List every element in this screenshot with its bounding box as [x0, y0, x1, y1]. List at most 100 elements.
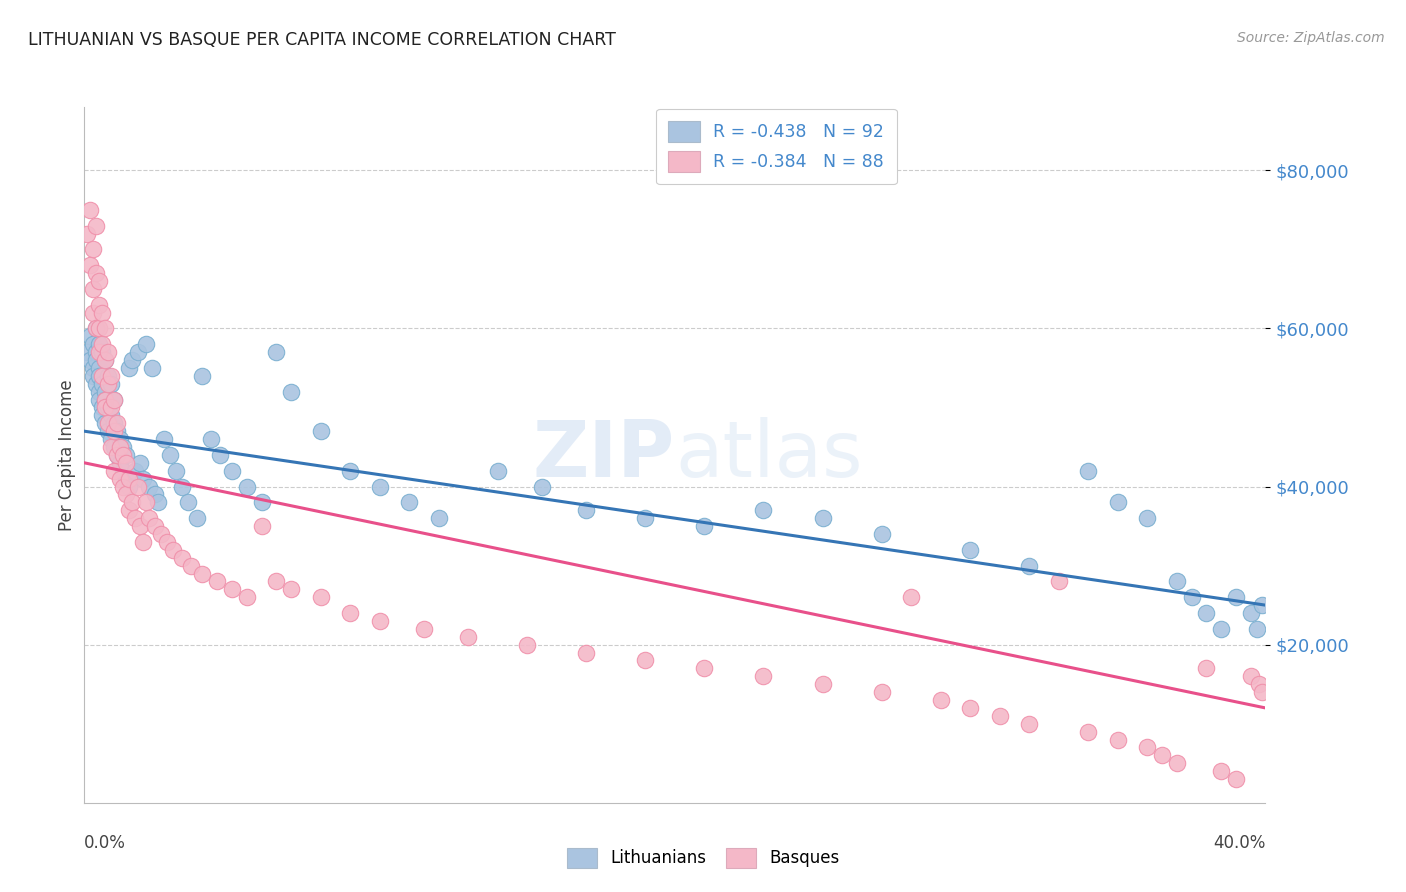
Point	[153, 432, 176, 446]
Point	[82, 305, 104, 319]
Point	[870, 527, 893, 541]
Point	[1180, 591, 1202, 605]
Point	[91, 305, 114, 319]
Point	[180, 558, 202, 573]
Text: LITHUANIAN VS BASQUE PER CAPITA INCOME CORRELATION CHART: LITHUANIAN VS BASQUE PER CAPITA INCOME C…	[28, 31, 616, 49]
Point	[127, 345, 149, 359]
Point	[84, 219, 107, 233]
Point	[1251, 598, 1274, 612]
Point	[94, 353, 117, 368]
Point	[235, 591, 259, 605]
Point	[79, 202, 101, 217]
Point	[103, 440, 125, 454]
Point	[368, 614, 391, 628]
Point	[79, 258, 101, 272]
Point	[156, 535, 179, 549]
Point	[575, 646, 598, 660]
Point	[129, 519, 152, 533]
Point	[97, 424, 120, 438]
Point	[191, 368, 214, 383]
Point	[900, 591, 922, 605]
Point	[87, 361, 111, 376]
Point	[103, 417, 125, 431]
Point	[100, 368, 122, 383]
Point	[124, 464, 146, 478]
Point	[100, 401, 122, 415]
Point	[235, 479, 259, 493]
Point	[959, 701, 981, 715]
Point	[162, 542, 184, 557]
Point	[79, 329, 101, 343]
Point	[97, 345, 120, 359]
Point	[516, 638, 538, 652]
Point	[575, 503, 598, 517]
Point	[486, 464, 509, 478]
Point	[97, 417, 120, 431]
Point	[91, 368, 114, 383]
Point	[103, 464, 125, 478]
Point	[87, 321, 111, 335]
Point	[413, 622, 436, 636]
Point	[250, 519, 273, 533]
Point	[205, 574, 228, 589]
Point	[159, 448, 181, 462]
Point	[1225, 591, 1247, 605]
Point	[309, 591, 332, 605]
Point	[1195, 661, 1218, 675]
Point	[87, 384, 111, 399]
Point	[84, 321, 107, 335]
Text: Source: ZipAtlas.com: Source: ZipAtlas.com	[1237, 31, 1385, 45]
Point	[91, 345, 114, 359]
Point	[221, 582, 243, 597]
Text: 40.0%: 40.0%	[1213, 834, 1265, 852]
Point	[103, 424, 125, 438]
Point	[165, 464, 187, 478]
Point	[97, 401, 120, 415]
Point	[105, 424, 128, 438]
Point	[82, 282, 104, 296]
Point	[129, 456, 152, 470]
Point	[138, 479, 160, 493]
Point	[111, 448, 134, 462]
Point	[1195, 606, 1218, 620]
Point	[94, 417, 117, 431]
Point	[368, 479, 391, 493]
Point	[693, 519, 716, 533]
Point	[94, 392, 117, 407]
Point	[84, 266, 107, 280]
Point	[929, 693, 952, 707]
Point	[1077, 464, 1099, 478]
Point	[1209, 622, 1232, 636]
Point	[1107, 732, 1129, 747]
Point	[148, 495, 170, 509]
Point	[100, 376, 122, 391]
Point	[79, 353, 101, 368]
Point	[1251, 685, 1274, 699]
Point	[752, 669, 775, 683]
Point	[114, 456, 136, 470]
Point	[82, 337, 104, 351]
Point	[97, 376, 120, 391]
Point	[1136, 740, 1159, 755]
Point	[135, 337, 157, 351]
Point	[103, 392, 125, 407]
Y-axis label: Per Capita Income: Per Capita Income	[58, 379, 76, 531]
Point	[1225, 772, 1247, 786]
Point	[959, 542, 981, 557]
Point	[457, 630, 479, 644]
Point	[100, 440, 122, 454]
Point	[280, 582, 302, 597]
Point	[91, 401, 114, 415]
Point	[82, 368, 104, 383]
Point	[91, 337, 114, 351]
Point	[1077, 724, 1099, 739]
Point	[135, 495, 157, 509]
Point	[94, 321, 117, 335]
Point	[108, 432, 131, 446]
Point	[103, 392, 125, 407]
Point	[1240, 606, 1263, 620]
Point	[1166, 756, 1188, 771]
Point	[1246, 622, 1268, 636]
Point	[339, 606, 361, 620]
Legend: R = -0.438   N = 92, R = -0.384   N = 88: R = -0.438 N = 92, R = -0.384 N = 88	[657, 109, 897, 184]
